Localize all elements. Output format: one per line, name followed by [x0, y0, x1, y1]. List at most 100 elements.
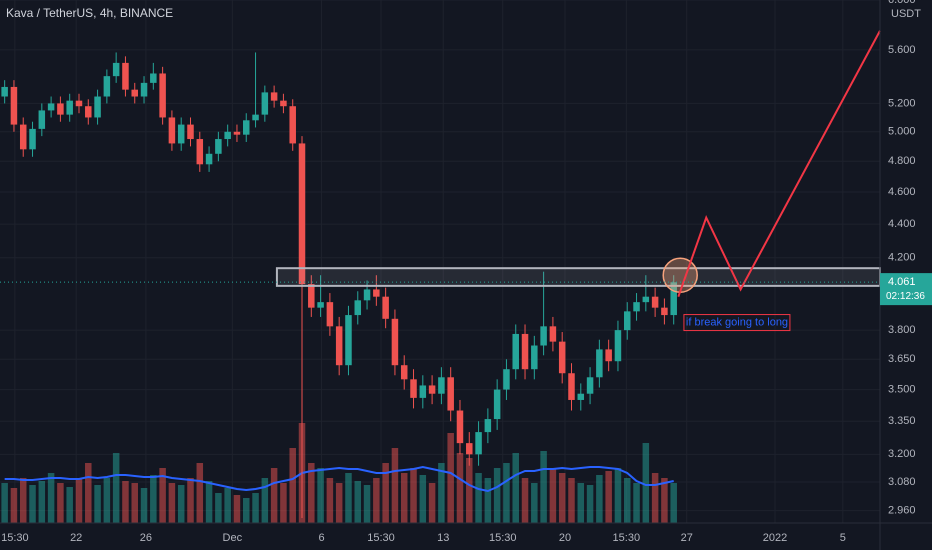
volume-bar — [586, 485, 594, 523]
candle-body — [596, 349, 603, 378]
candle-body — [363, 289, 371, 301]
volume-ma-line — [4, 465, 674, 493]
candle-body — [456, 410, 464, 444]
candle-body — [549, 326, 557, 342]
volume-bar — [428, 483, 436, 523]
candle-body — [131, 89, 138, 97]
volume-bar — [484, 478, 492, 523]
note-text: if break going to long — [686, 316, 788, 328]
last-price-label: 4.061 — [888, 276, 916, 288]
volume-bar — [140, 488, 148, 523]
volume-bar — [549, 468, 557, 523]
volume-bar — [242, 498, 250, 523]
volume-bar — [335, 483, 343, 523]
candle-body — [205, 153, 213, 165]
x-tick-label: 15:30 — [613, 532, 641, 544]
volume-bar — [289, 448, 296, 523]
candle-body — [419, 385, 427, 398]
candle-body — [577, 393, 585, 400]
candle-body — [447, 377, 454, 411]
candle-body — [475, 432, 482, 455]
candle-body — [605, 349, 612, 362]
candle-body — [85, 106, 92, 118]
candle-body — [10, 86, 18, 125]
volume-bar — [261, 478, 269, 523]
candle-body — [670, 282, 677, 316]
volume-bar — [196, 463, 204, 523]
candle-body — [651, 296, 659, 308]
y-tick-label: 4.400 — [888, 218, 916, 230]
volume-bar — [94, 485, 101, 523]
candle-body — [159, 73, 166, 118]
volume-bar — [10, 488, 18, 523]
volume-bar — [577, 483, 585, 523]
candle-body — [242, 120, 250, 135]
candle-body — [224, 131, 231, 140]
candle-body — [1, 86, 8, 97]
volume-bar — [85, 463, 92, 523]
candle-body — [503, 369, 510, 390]
candle-body — [493, 389, 501, 420]
candle-body — [558, 341, 566, 374]
y-tick-label: 3.800 — [888, 324, 916, 336]
y-tick-label: 4.200 — [888, 252, 916, 264]
candle-body — [19, 124, 27, 150]
y-tick-label: 3.080 — [888, 476, 916, 488]
x-tick-label: 15:30 — [489, 532, 517, 544]
y-tick-label: 3.200 — [888, 448, 916, 460]
candle-body — [410, 379, 417, 398]
candle-body — [252, 114, 259, 121]
volume-bar — [131, 483, 138, 523]
volume-bar — [187, 478, 194, 523]
volume-bar — [531, 483, 538, 523]
y-tick-label: 4.800 — [888, 155, 916, 167]
last-price-tag — [880, 273, 932, 306]
volume-bar — [122, 481, 129, 523]
y-tick-label: 5.000 — [888, 126, 916, 138]
volume-bar — [512, 453, 519, 523]
y-tick-label: 3.650 — [888, 353, 916, 365]
candle-body — [623, 311, 631, 331]
volume-bar — [1, 483, 8, 523]
candle-body — [438, 377, 445, 394]
volume-bar — [614, 468, 622, 523]
candle-body — [521, 333, 529, 370]
volume-bar — [354, 481, 362, 523]
candle-body — [150, 73, 157, 83]
candle-body — [196, 139, 204, 165]
volume-bar — [475, 473, 482, 523]
volume-bar — [326, 478, 334, 523]
y-tick-label: 6.000 — [888, 0, 916, 6]
candle-body — [233, 131, 241, 135]
candle-body — [586, 377, 594, 394]
candle-body — [531, 345, 538, 370]
candle-body — [38, 110, 46, 129]
volume-bar — [233, 495, 241, 523]
volume-bar — [308, 463, 315, 523]
volume-bar — [605, 471, 612, 523]
y-tick-label: 2.960 — [888, 505, 916, 517]
volume-bar — [317, 468, 324, 523]
volume-bar — [503, 463, 510, 523]
volume-bar — [558, 473, 566, 523]
volume-bar — [493, 468, 501, 523]
x-tick-label: 22 — [70, 532, 82, 544]
volume-bar — [345, 473, 352, 523]
volume-bar — [447, 433, 454, 523]
x-tick-label: 20 — [559, 532, 571, 544]
candle-body — [345, 315, 352, 366]
y-tick-label: 4.600 — [888, 186, 916, 198]
candle-body — [335, 326, 343, 366]
candle-body — [317, 302, 324, 308]
volume-bar — [456, 453, 464, 523]
volume-bar — [19, 478, 27, 523]
candle-body — [29, 128, 36, 150]
volume-bar — [651, 473, 659, 523]
candle-body — [103, 76, 111, 97]
candle-body — [308, 284, 315, 308]
volume-bar — [57, 483, 64, 523]
volume-bar — [168, 483, 176, 523]
candles — [1, 52, 677, 519]
volume-bar — [521, 478, 529, 523]
candle-body — [270, 92, 278, 101]
